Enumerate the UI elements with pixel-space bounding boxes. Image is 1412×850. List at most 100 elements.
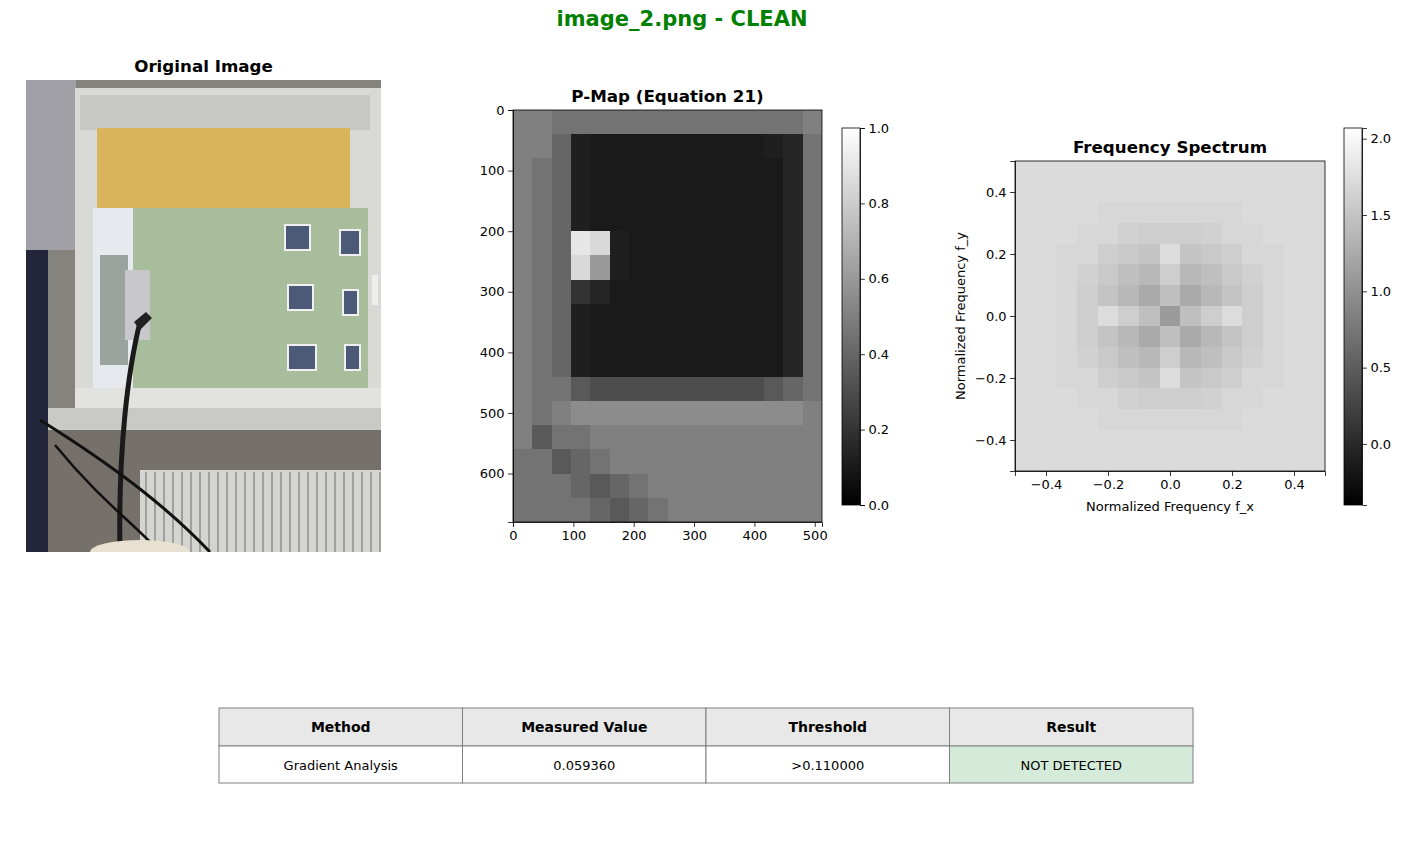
heatmap-cell [590, 110, 610, 135]
tick-label: 200 [480, 224, 505, 239]
heatmap-cell [1036, 202, 1057, 223]
heatmap-cell [1263, 182, 1284, 203]
heatmap-cell [1201, 347, 1222, 368]
heatmap-cell [1222, 347, 1243, 368]
heatmap-cell [764, 377, 784, 402]
heatmap-cell [532, 110, 552, 135]
heatmap-cell [1139, 430, 1160, 451]
heatmap-cell [1098, 368, 1119, 389]
heatmap-cell [1077, 244, 1098, 265]
heatmap-cell [706, 377, 726, 402]
building-window [343, 290, 358, 315]
heatmap-cell [745, 377, 765, 402]
heatmap-cell [552, 231, 572, 256]
heatmap-cell [1015, 326, 1036, 347]
heatmap-cell [1242, 430, 1263, 451]
colorbar [1344, 128, 1362, 505]
heatmap-cell [1118, 388, 1139, 409]
tick-label: 0 [509, 528, 517, 543]
tick-label: 0.2 [1222, 477, 1243, 492]
tick-label: 100 [561, 528, 586, 543]
tick-label: 1.5 [1370, 208, 1391, 223]
tick-mark [1010, 378, 1015, 379]
radiator-fin [307, 472, 309, 552]
tick: −0.2 [1093, 471, 1125, 492]
axis-line [1016, 472, 1326, 476]
heatmap-cell [725, 449, 745, 474]
heatmap-cell [610, 183, 630, 208]
heatmap-cell [1077, 306, 1098, 327]
heatmap-cell [1201, 223, 1222, 244]
heatmap-cell [571, 474, 591, 499]
heatmap-cell [610, 158, 630, 183]
heatmap-cell [687, 425, 707, 450]
heatmap-cell [648, 207, 668, 232]
tick-label: −0.4 [975, 433, 1007, 448]
radiator-fin [343, 472, 345, 552]
heatmap-cell [610, 207, 630, 232]
heatmap-cell [1118, 264, 1139, 285]
monitor [26, 250, 48, 552]
heatmap-cell [764, 352, 784, 377]
heatmap-cell [1118, 450, 1139, 471]
heatmap-cell [1304, 430, 1325, 451]
heatmap-cell [1118, 161, 1139, 182]
heatmap-cell [1098, 223, 1119, 244]
heatmap-cell [1284, 161, 1305, 182]
heatmap-cell [513, 207, 533, 232]
heatmap-cell [590, 231, 610, 256]
radiator-fin [253, 472, 255, 552]
heatmap-cell [513, 377, 533, 402]
heatmap-cell [803, 110, 822, 135]
radiator-fin [334, 472, 336, 552]
axis-right: 0.00.51.01.52.0 [1362, 129, 1391, 506]
axis-line [1363, 129, 1367, 506]
heatmap-cell [725, 352, 745, 377]
heatmap-cell [745, 158, 765, 183]
heatmap-cell [513, 328, 533, 353]
heatmap-cell [571, 425, 591, 450]
heatmap-cell [1284, 450, 1305, 471]
heatmap-cell [1284, 244, 1305, 265]
window-frame [75, 88, 381, 408]
heatmap-cell [1139, 264, 1160, 285]
tick-label: 600 [480, 466, 505, 481]
heatmap-cell [706, 207, 726, 232]
radiator-fin [244, 472, 246, 552]
heatmap-cell [1098, 244, 1119, 265]
heatmap-cell [1139, 388, 1160, 409]
tick-mark [508, 171, 513, 172]
tick: 400 [480, 345, 513, 360]
building-window [340, 230, 360, 255]
heatmap-cell [1201, 306, 1222, 327]
axis-bottom: 0100200300400500 [509, 522, 827, 543]
heatmap-cell [687, 328, 707, 353]
heatmap-cell [803, 304, 822, 329]
heatmap-cell [1036, 223, 1057, 244]
heatmap-cell [629, 110, 649, 135]
tick: 0.4 [1284, 471, 1305, 492]
heatmap-cell [725, 134, 745, 159]
heatmap-cell [610, 474, 630, 499]
heatmap-cell [571, 158, 591, 183]
tick: 1.5 [1362, 208, 1391, 223]
heatmap-cell [1139, 244, 1160, 265]
heatmap-cell [1139, 285, 1160, 306]
heatmap-cell [532, 134, 552, 159]
heatmap-cell [1180, 161, 1201, 182]
heatmap-cell [1077, 347, 1098, 368]
heatmap-cell [668, 134, 688, 159]
heatmap-cell [552, 207, 572, 232]
tree [100, 255, 128, 365]
tick-mark [1010, 440, 1015, 441]
heatmap-cell [1056, 409, 1077, 430]
heatmap-cell [571, 304, 591, 329]
tick: −0.4 [1031, 471, 1063, 492]
tick-mark [508, 231, 513, 232]
tick-label: 0.2 [986, 247, 1007, 262]
heatmap-cell [764, 183, 784, 208]
heatmap-cell [1015, 388, 1036, 409]
heatmap-cell [648, 280, 668, 305]
heatmap-cell [1284, 306, 1305, 327]
heatmap-cell [1201, 430, 1222, 451]
